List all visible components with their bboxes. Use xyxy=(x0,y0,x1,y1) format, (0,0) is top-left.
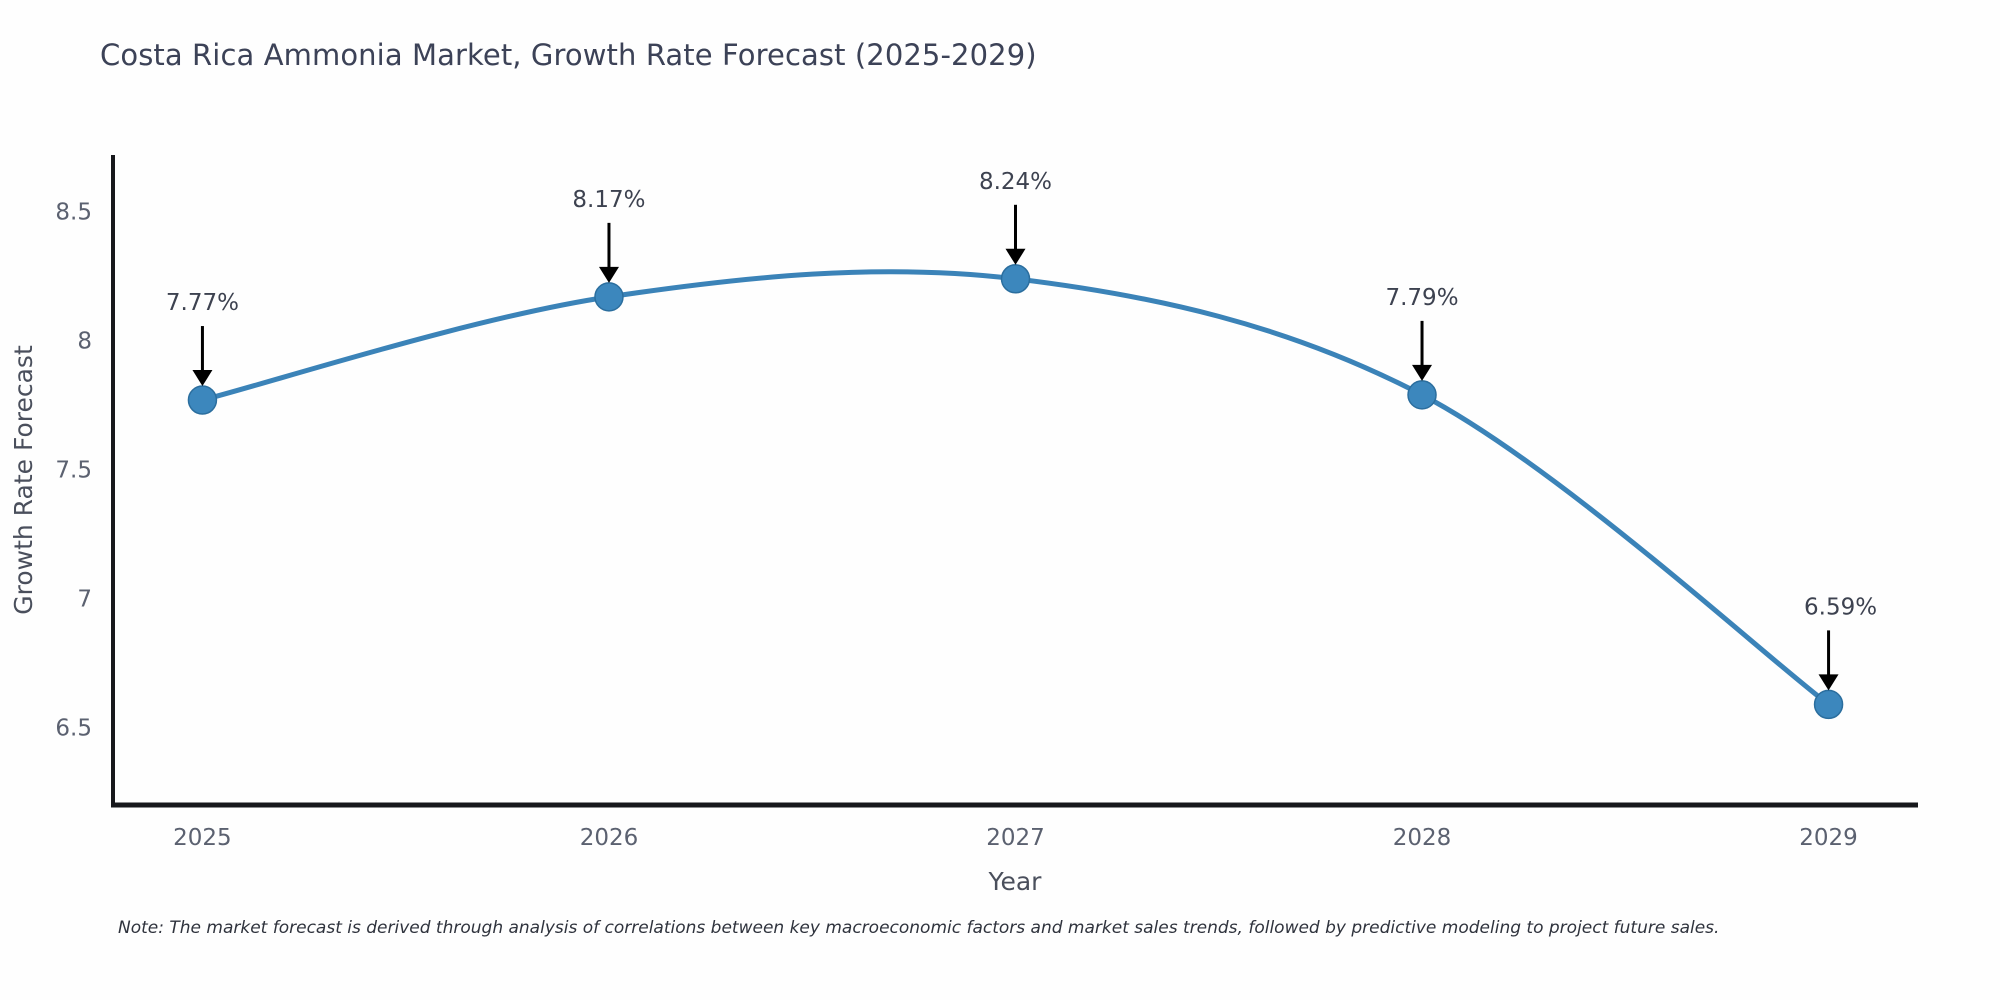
data-point-value-label: 7.79% xyxy=(1385,285,1458,311)
chart-footnote: Note: The market forecast is derived thr… xyxy=(118,918,1720,938)
data-point-value-label: 8.24% xyxy=(979,169,1052,195)
annotation-arrow-head xyxy=(1818,674,1839,691)
y-tick-label: 8.5 xyxy=(55,200,92,226)
data-point-marker[interactable] xyxy=(1407,380,1437,410)
annotation-arrow-head xyxy=(1005,248,1026,265)
y-axis-tick-labels: 6.5 7 7.5 8 8.5 xyxy=(55,200,92,742)
x-tick-label: 2029 xyxy=(1799,825,1858,851)
data-point-marker[interactable] xyxy=(594,282,624,312)
annotation-arrow-head xyxy=(1412,364,1433,381)
x-axis-title: Year xyxy=(988,867,1043,896)
annotation-arrow-head xyxy=(598,266,619,283)
annotation-arrow-head xyxy=(192,370,213,387)
y-tick-label: 7 xyxy=(77,587,92,613)
y-tick-label: 7.5 xyxy=(55,458,92,484)
y-tick-label: 6.5 xyxy=(55,716,92,742)
data-point-marker[interactable] xyxy=(1813,689,1844,720)
data-point-marker[interactable] xyxy=(187,385,218,415)
y-tick-label: 8 xyxy=(77,329,92,355)
x-axis-tick-labels: 2025 2026 2027 2028 2029 xyxy=(173,825,1858,851)
x-tick-label: 2027 xyxy=(986,825,1045,851)
x-tick-label: 2025 xyxy=(173,825,232,851)
data-point-value-label: 6.59% xyxy=(1804,594,1877,620)
x-tick-label: 2026 xyxy=(580,825,639,851)
data-point-value-label: 7.77% xyxy=(166,290,239,316)
x-tick-label: 2028 xyxy=(1393,825,1452,851)
y-axis-title: Growth Rate Forecast xyxy=(9,345,38,615)
data-point-marker[interactable] xyxy=(1000,264,1031,294)
page-title: Costa Rica Ammonia Market, Growth Rate F… xyxy=(100,38,1037,72)
data-point-value-label: 8.17% xyxy=(572,187,645,213)
data-point-annotations: 7.77% 8.17% 8.24% 7.79% 6.59% xyxy=(166,169,1877,691)
forecast-line xyxy=(199,269,1832,707)
